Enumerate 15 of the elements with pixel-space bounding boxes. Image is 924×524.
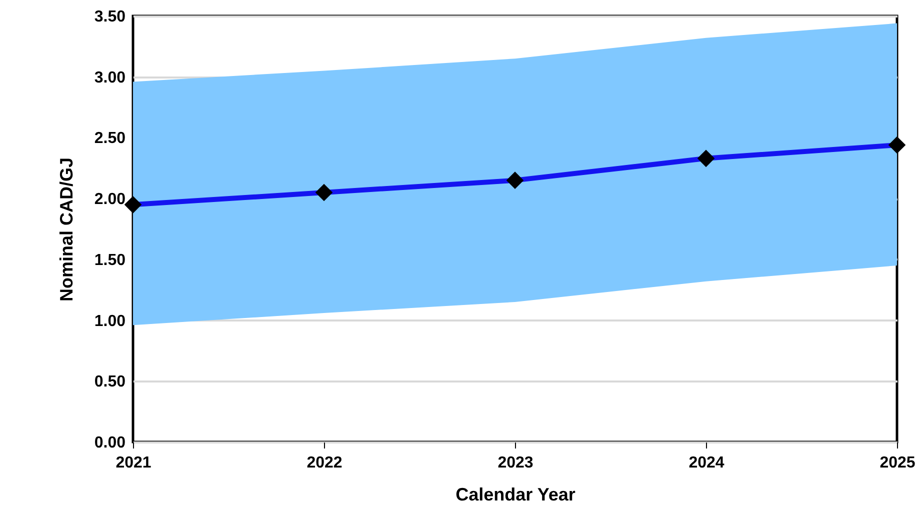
x-tick-label: 2021 [116,454,152,472]
x-axis-title: Calendar Year [456,484,576,504]
y-tick-label: 0.00 [94,434,126,452]
y-tick-label: 2.00 [94,191,126,208]
x-tick-label: 2023 [498,454,534,472]
x-tick-label: 2022 [306,454,342,472]
y-tick-label: 1.50 [94,252,126,269]
y-tick-label: 0.50 [94,374,126,391]
y-tick-label: 3.50 [94,8,126,26]
x-tick-label: 2025 [880,454,916,472]
y-tick-label: 2.50 [94,130,126,148]
y-tick-label: 1.00 [94,312,126,330]
y-tick-label: 3.00 [94,69,126,86]
x-tick-label: 2024 [688,454,724,472]
y-axis-title: Nominal CAD/GJ [56,157,76,302]
